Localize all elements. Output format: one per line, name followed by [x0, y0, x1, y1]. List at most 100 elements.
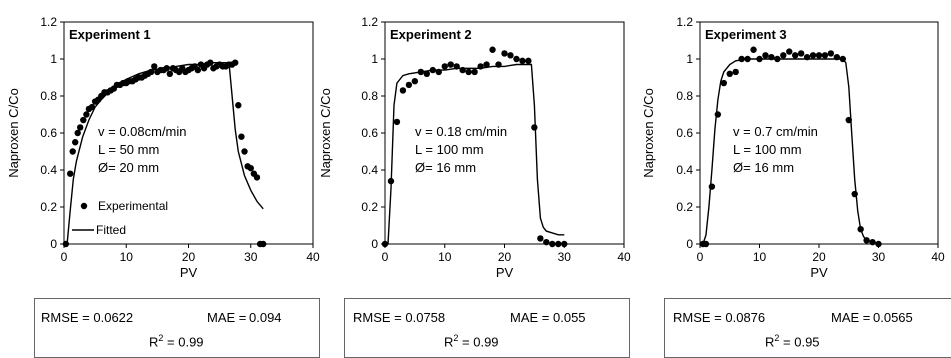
rmse-label: RMSE = 0.0622: [41, 310, 134, 325]
legend-marker-experimental: [80, 202, 88, 210]
stats-box-experiment-1: RMSE = 0.0622 MAE = 0.094 R2 = 0.99: [34, 298, 320, 358]
data-point: [738, 55, 745, 63]
data-point: [151, 63, 158, 70]
data-point: [768, 53, 775, 61]
data-point: [231, 59, 239, 66]
data-point: [405, 81, 413, 89]
annotation-text: L = 50 mm: [98, 142, 159, 157]
r-squared: R2 = 0.99: [444, 333, 499, 349]
annotation-text: Ø= 16 mm: [733, 160, 794, 175]
data-point: [393, 118, 401, 126]
data-point: [815, 52, 823, 59]
r-squared-prefix: R: [765, 334, 775, 350]
data-point: [207, 59, 214, 66]
x-axis-label: PV: [496, 265, 514, 280]
r-squared: R2 = 0.95: [765, 333, 820, 349]
data-point: [803, 53, 811, 61]
x-tick-label: 40: [617, 250, 631, 264]
r-squared: R2 = 0.99: [149, 333, 204, 349]
data-point: [501, 50, 508, 57]
data-point: [381, 240, 389, 248]
data-point: [851, 190, 858, 198]
y-tick-label: 1: [371, 52, 378, 66]
x-axis-label: PV: [180, 265, 198, 280]
data-point: [726, 70, 733, 78]
mae-value: 0.0565: [873, 310, 913, 325]
data-point: [495, 61, 502, 68]
data-point: [833, 53, 841, 61]
y-tick-label: 1.2: [40, 15, 57, 29]
y-axis-label: Naproxen C/Co: [641, 88, 656, 178]
data-point: [869, 238, 876, 246]
data-point: [465, 68, 472, 76]
data-point: [543, 238, 550, 246]
r-squared-superscript: 2: [774, 333, 780, 343]
data-point: [780, 52, 787, 59]
data-point: [762, 52, 769, 59]
annotation-text: Ø= 20 mm: [98, 160, 159, 175]
y-tick-label: 0: [371, 237, 378, 251]
data-point: [519, 57, 526, 65]
rmse-label: RMSE = 0.0758: [353, 310, 446, 325]
data-point: [435, 68, 442, 76]
data-point: [483, 61, 490, 68]
data-point: [525, 57, 532, 65]
data-point: [720, 79, 727, 87]
data-point: [166, 70, 174, 78]
annotation-text: v = 0.18 cm/min: [415, 124, 507, 139]
y-tick-label: 1.2: [676, 15, 693, 29]
y-tick-label: 0.8: [361, 89, 378, 103]
y-tick-label: 0.8: [676, 89, 693, 103]
y-tick-label: 0.4: [40, 163, 57, 177]
y-tick-label: 1: [686, 52, 693, 66]
data-point: [69, 148, 76, 155]
y-tick-label: 0: [50, 237, 57, 251]
x-tick-label: 30: [558, 250, 572, 264]
data-point: [744, 55, 751, 63]
stats-box-experiment-3: RMSE = 0.0876 MAE = 0.0565 R2 = 0.95: [664, 298, 951, 358]
mae-prefix: MAE =: [831, 310, 871, 325]
data-point: [714, 111, 722, 118]
data-point: [513, 55, 520, 63]
data-point: [411, 78, 419, 85]
r-squared-prefix: R: [444, 334, 454, 350]
data-point: [72, 139, 79, 146]
data-point: [702, 240, 710, 248]
r-squared-prefix: R: [149, 334, 159, 350]
chart-title: Experiment 1: [69, 27, 151, 42]
y-tick-label: 0.6: [40, 126, 57, 140]
data-point: [774, 55, 781, 63]
r-squared-superscript: 2: [453, 333, 459, 343]
data-point: [531, 124, 538, 131]
y-tick-label: 0.2: [40, 200, 57, 214]
data-point: [260, 240, 267, 248]
data-point: [477, 63, 484, 70]
mae-value: 0.094: [249, 310, 282, 325]
y-tick-label: 0.2: [361, 200, 378, 214]
x-tick-label: 40: [306, 250, 320, 264]
mae-prefix: MAE =: [510, 310, 550, 325]
y-tick-label: 0.4: [361, 163, 378, 177]
x-tick-label: 30: [872, 250, 886, 264]
mae-prefix: MAE =: [207, 310, 247, 325]
data-point: [471, 68, 478, 76]
data-point: [863, 237, 870, 244]
y-tick-label: 0.6: [676, 126, 693, 140]
r-squared-superscript: 2: [158, 333, 164, 343]
fitted-line: [64, 62, 264, 245]
data-point: [732, 68, 739, 76]
data-point: [238, 133, 245, 140]
x-tick-label: 0: [697, 250, 704, 264]
data-point: [447, 61, 454, 68]
x-tick-label: 40: [931, 250, 945, 264]
data-point: [163, 65, 170, 72]
x-tick-label: 20: [498, 250, 512, 264]
r-squared-value: = 0.95: [783, 334, 820, 350]
data-point: [247, 164, 254, 172]
data-point: [387, 177, 395, 185]
data-point: [507, 52, 514, 59]
annotation-text: L = 100 mm: [415, 142, 484, 157]
data-point: [253, 174, 261, 181]
data-point: [756, 55, 763, 63]
